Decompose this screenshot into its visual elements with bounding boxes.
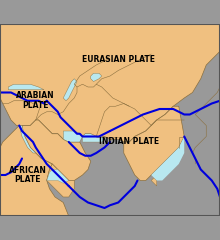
- Text: AFRICAN
PLATE: AFRICAN PLATE: [9, 166, 46, 184]
- Polygon shape: [47, 164, 74, 197]
- Polygon shape: [151, 178, 157, 186]
- Text: ARABIAN
PLATE: ARABIAN PLATE: [16, 91, 55, 110]
- Polygon shape: [82, 134, 104, 142]
- Polygon shape: [63, 79, 77, 101]
- Polygon shape: [19, 126, 36, 153]
- Polygon shape: [151, 137, 184, 180]
- Text: EURASIAN PLATE: EURASIAN PLATE: [82, 55, 155, 64]
- Polygon shape: [0, 126, 69, 216]
- Polygon shape: [63, 131, 82, 142]
- Polygon shape: [91, 73, 102, 82]
- Polygon shape: [124, 106, 184, 180]
- Polygon shape: [47, 169, 69, 183]
- Text: INDIAN PLATE: INDIAN PLATE: [99, 138, 159, 146]
- Polygon shape: [8, 84, 44, 90]
- Polygon shape: [0, 24, 220, 142]
- Polygon shape: [22, 120, 91, 180]
